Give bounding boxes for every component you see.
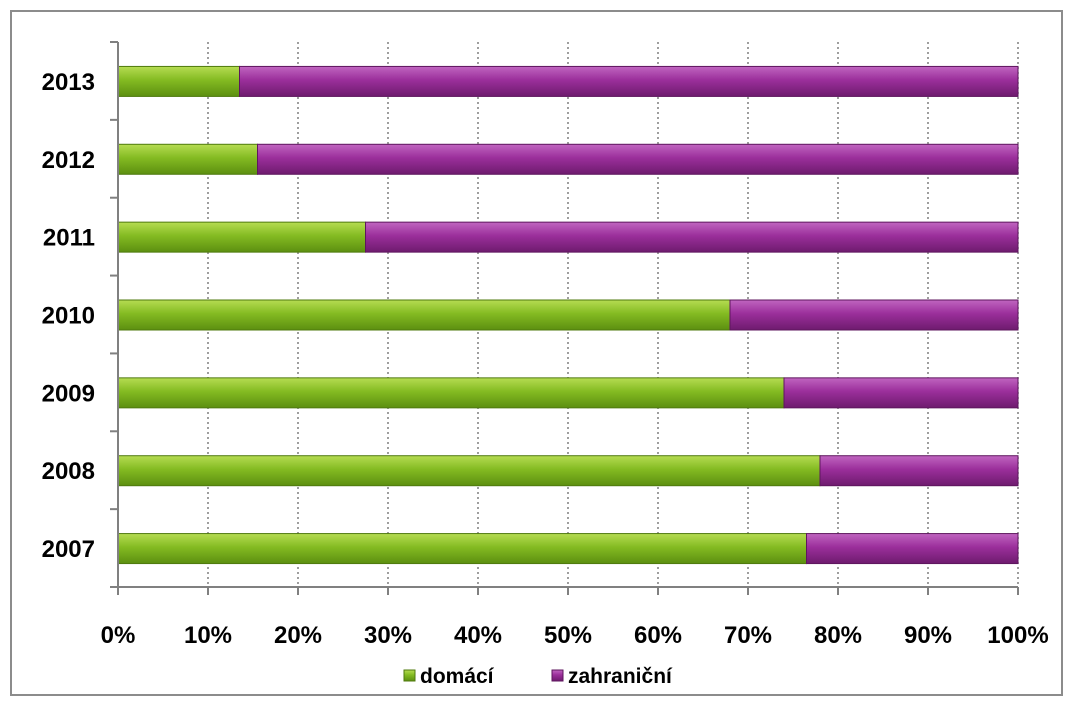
category-label: 2011 — [43, 225, 95, 252]
bar-domaci — [117, 377, 785, 409]
x-tick-label: 10% — [184, 622, 232, 649]
bar-domaci — [117, 455, 821, 487]
category-label: 2009 — [42, 380, 95, 407]
legend: domácí zahraniční — [403, 665, 673, 688]
bar-domaci — [117, 65, 240, 97]
bar-domaci — [117, 221, 366, 253]
legend-swatch — [551, 669, 564, 682]
x-tick-label: 40% — [454, 622, 502, 649]
chart-frame — [10, 10, 1063, 696]
bar-domaci — [117, 533, 807, 565]
x-tick-label: 70% — [724, 622, 772, 649]
category-label: 2008 — [42, 458, 95, 485]
category-label: 2013 — [42, 69, 95, 96]
gridlines — [207, 42, 1019, 587]
category-label: 2010 — [42, 303, 95, 330]
x-tick-label: 60% — [634, 622, 682, 649]
bar-zahranicni — [239, 65, 1019, 97]
bar-domaci — [117, 143, 258, 175]
bars — [117, 65, 1019, 565]
legend-label: zahraniční — [568, 665, 673, 688]
x-tick-label: 20% — [274, 622, 322, 649]
x-tick-label: 50% — [544, 622, 592, 649]
legend-swatch — [403, 669, 416, 682]
bar-zahranicni — [806, 533, 1019, 565]
category-label: 2007 — [42, 536, 95, 563]
bar-zahranicni — [729, 299, 1019, 331]
x-tick-label: 0% — [101, 622, 136, 649]
category-label: 2012 — [42, 147, 95, 174]
bar-zahranicni — [819, 455, 1019, 487]
axis-labels: 2013 2012 2011 2010 2009 2008 2007 0% 10% 20% 30% 4… — [42, 69, 1049, 649]
x-tick-label: 90% — [904, 622, 952, 649]
x-tick-label: 100% — [987, 622, 1048, 649]
bar-zahranicni — [257, 143, 1019, 175]
bar-domaci — [117, 299, 731, 331]
bar-zahranicni — [365, 221, 1019, 253]
x-tick-label: 80% — [814, 622, 862, 649]
bar-zahranicni — [783, 377, 1019, 409]
x-tick-label: 30% — [364, 622, 412, 649]
legend-label: domácí — [420, 665, 495, 688]
axes — [110, 41, 1019, 595]
